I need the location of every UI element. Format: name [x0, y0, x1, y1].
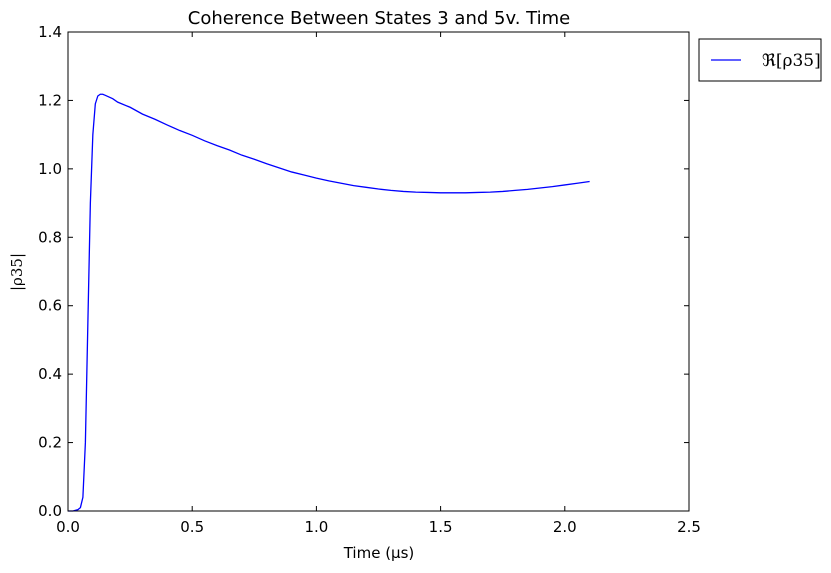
y-tick-label: 0.6 — [38, 297, 62, 315]
y-tick-label: 0.2 — [38, 434, 62, 452]
chart-title: Coherence Between States 3 and 5v. Time — [188, 8, 570, 29]
y-tick-label: 1.4 — [38, 23, 62, 41]
y-tick-label: 0.8 — [38, 228, 62, 246]
x-tick-label: 1.0 — [304, 518, 328, 536]
legend-label: ℜ[ρ35] — [762, 51, 821, 71]
x-tick-label: 0.5 — [180, 518, 204, 536]
plot-area: 0.0 0.5 1.0 1.5 2.0 2.5 0.0 0.2 0.4 0.6 0.8 1.0 1.2 1… — [38, 23, 701, 536]
y-tick-label: 1.0 — [38, 160, 62, 178]
legend: ℜ[ρ35] — [698, 38, 822, 82]
x-axis-label: Time (μs) — [343, 544, 415, 562]
plot-frame — [67, 31, 690, 512]
y-tick-label: 1.2 — [38, 91, 62, 109]
series-line-0 — [68, 93, 590, 512]
x-tick-label: 2.5 — [677, 518, 701, 536]
x-tick-label: 0.0 — [56, 518, 80, 536]
y-axis-label: |ρ35| — [8, 253, 26, 291]
y-tick-label: 0.0 — [38, 502, 62, 520]
x-tick-label: 2.0 — [553, 518, 577, 536]
x-tick-label: 1.5 — [429, 518, 453, 536]
y-tick-label: 0.4 — [38, 365, 62, 383]
